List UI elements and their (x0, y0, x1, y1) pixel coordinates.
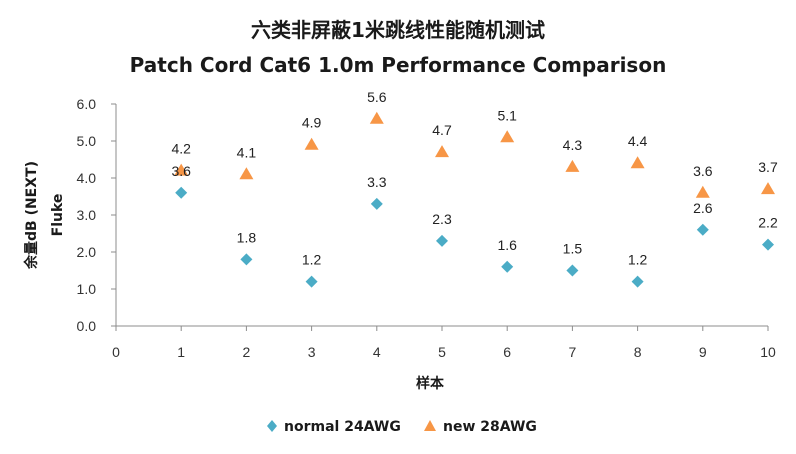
legend-label-normal-24awg: normal 24AWG (284, 419, 401, 435)
chart-subtitle: Patch Cord Cat6 1.0m Performance Compari… (130, 53, 667, 77)
data-label-normal-24awg: 1.6 (497, 237, 517, 253)
data-label-new-28awg: 3.6 (693, 163, 713, 179)
y-tick-label: 5.0 (77, 133, 97, 149)
legend-marker-new-28awg (424, 420, 436, 431)
data-label-normal-24awg: 2.3 (432, 211, 452, 227)
data-label-normal-24awg: 1.8 (237, 229, 257, 245)
data-label-new-28awg: 4.1 (237, 144, 257, 160)
chart-title: 六类非屏蔽1米跳线性能随机测试 (251, 18, 545, 42)
data-label-new-28awg: 4.9 (302, 115, 322, 131)
x-tick-label: 0 (112, 344, 120, 360)
data-label-new-28awg: 5.6 (367, 89, 387, 105)
data-label-normal-24awg: 3.3 (367, 174, 387, 190)
data-labels: 3.6 1.8 1.2 3.3 2.3 1.6 1.5 1.2 2.6 2.2 4.2 4.1 4.9 5… (171, 89, 777, 268)
y-tick-label: 2.0 (77, 244, 97, 260)
point-new-28awg (369, 111, 384, 124)
y-tick-label: 0.0 (77, 318, 97, 334)
axes (115, 104, 768, 327)
y-axis-title-secondary: Fluke (50, 194, 66, 237)
y-tick-label: 4.0 (77, 170, 97, 186)
x-tick-label: 5 (438, 344, 446, 360)
x-tick-label: 2 (243, 344, 251, 360)
y-axis-ticks: 0.0 1.0 2.0 3.0 4.0 5.0 6.0 (77, 96, 116, 334)
data-label-normal-24awg: 3.6 (171, 163, 191, 179)
data-label-normal-24awg: 1.5 (563, 241, 583, 257)
y-tick-label: 6.0 (77, 96, 97, 112)
x-axis-ticks: 0 1 2 3 4 5 6 7 8 9 10 (112, 326, 776, 360)
x-tick-label: 4 (373, 344, 381, 360)
point-new-28awg (174, 163, 189, 176)
x-tick-label: 8 (634, 344, 642, 360)
data-label-normal-24awg: 2.6 (693, 200, 713, 216)
y-axis-title: 余量dB (NEXT) (23, 161, 40, 270)
point-normal-24awg (631, 275, 644, 288)
data-label-new-28awg: 5.1 (497, 107, 517, 123)
data-label-new-28awg: 4.7 (432, 122, 452, 138)
legend-label-new-28awg: new 28AWG (443, 419, 537, 435)
legend-marker-normal-24awg (267, 420, 277, 432)
point-new-28awg (304, 137, 319, 150)
point-new-28awg (630, 156, 645, 169)
data-marks (174, 111, 775, 288)
point-new-28awg (695, 185, 710, 198)
point-new-28awg (500, 130, 515, 143)
point-new-28awg (239, 167, 254, 180)
point-new-28awg (761, 182, 775, 195)
legend: normal 24AWG new 28AWG (267, 419, 537, 435)
y-tick-label: 1.0 (77, 281, 97, 297)
point-normal-24awg (175, 186, 188, 199)
data-label-new-28awg: 4.4 (628, 133, 648, 149)
data-label-normal-24awg: 1.2 (302, 252, 322, 268)
point-normal-24awg (566, 264, 579, 277)
data-label-normal-24awg: 1.2 (628, 252, 648, 268)
point-normal-24awg (436, 234, 448, 247)
point-normal-24awg (696, 223, 709, 236)
data-label-new-28awg: 3.7 (758, 159, 778, 175)
data-label-new-28awg: 4.3 (563, 137, 583, 153)
x-tick-label: 6 (503, 344, 511, 360)
point-normal-24awg (305, 275, 318, 288)
point-normal-24awg (370, 197, 383, 210)
point-new-28awg (435, 145, 449, 158)
point-new-28awg (565, 159, 580, 172)
data-label-new-28awg: 4.2 (171, 141, 191, 157)
point-normal-24awg (240, 253, 253, 266)
x-tick-label: 10 (760, 344, 776, 360)
x-axis-title: 样本 (416, 375, 445, 392)
point-normal-24awg (762, 238, 774, 251)
y-tick-label: 3.0 (77, 207, 97, 223)
point-normal-24awg (501, 260, 514, 273)
x-tick-label: 7 (569, 344, 577, 360)
x-tick-label: 1 (177, 344, 185, 360)
data-label-normal-24awg: 2.2 (758, 215, 778, 231)
x-tick-label: 9 (699, 344, 707, 360)
x-tick-label: 3 (308, 344, 316, 360)
